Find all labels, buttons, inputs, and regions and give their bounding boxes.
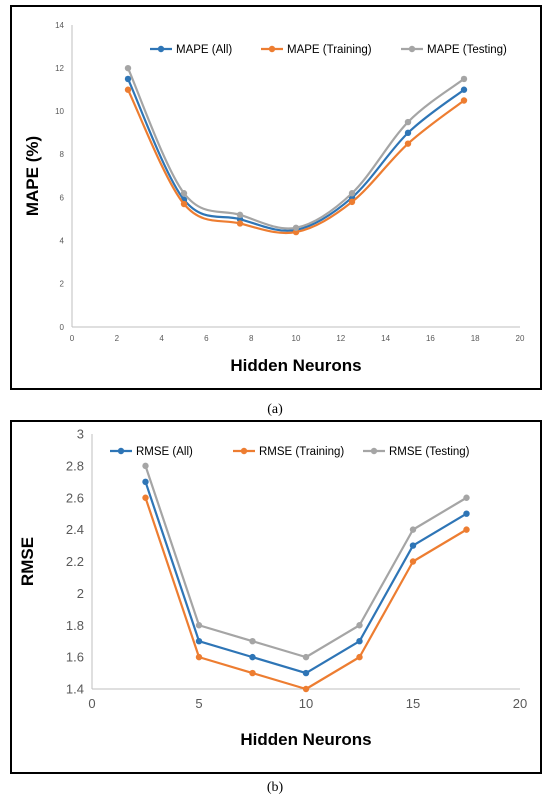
data-point [249,653,256,661]
x-tick-label: 5 [195,696,202,711]
x-tick-label: 2 [115,334,120,343]
data-point [142,478,149,486]
y-tick-label: 6 [60,193,65,202]
data-point [142,462,149,470]
data-point [124,86,132,93]
data-point [356,653,363,661]
data-point [460,75,468,83]
y-tick-label: 4 [60,237,65,246]
chart-b-frame [10,420,542,774]
legend-marker [157,45,165,53]
legend-marker [117,447,125,455]
data-point [409,526,417,533]
chart-a: 0 2 4 6 8 10 12 14 0 2 4 6 8 10 12 14 16 18 20 Hidden Neuro… [23,21,525,375]
y-tick-label: 14 [55,21,64,30]
data-point [180,190,188,197]
y-tick-label: 8 [60,150,65,159]
legend-label: MAPE (All) [176,44,232,56]
data-point [409,558,417,565]
y-tick-label: 10 [55,107,64,116]
x-tick-label: 4 [159,334,164,343]
data-point [236,220,244,227]
data-point [180,200,188,208]
data-point [195,637,203,645]
legend-label: RMSE (Testing) [389,446,470,458]
legend-marker [240,447,248,455]
y-tick-label: 1.6 [66,650,84,665]
panel-label-a: (a) [267,402,283,417]
chart-a-frame [10,5,542,390]
x-tick-label: 0 [70,334,75,343]
y-axis-title: RMSE [18,537,37,586]
data-point [404,129,412,137]
legend-marker [408,45,416,53]
y-tick-label: 2.2 [66,554,84,569]
chart-b: 1.4 1.6 1.8 2 2.2 2.4 2.6 2.8 3 0 5 10 15 20 Hidden Ne… [18,427,527,749]
data-point [124,75,132,83]
x-axis-title: Hidden Neurons [230,356,361,375]
data-point [302,685,310,693]
x-tick-label: 8 [249,334,254,343]
y-tick-label: 2.4 [66,522,84,537]
data-point [460,97,468,104]
x-tick-label: 14 [381,334,390,343]
data-point [124,64,132,72]
y-tick-label: 1.8 [66,618,84,633]
data-point [356,637,363,645]
y-axis-title: MAPE (%) [23,136,42,216]
y-tick-label: 1.4 [66,682,84,697]
data-point [302,669,310,677]
x-tick-label: 10 [292,334,301,343]
data-point [292,224,300,231]
panel-label-b: (b) [267,780,284,795]
y-tick-label: 0 [60,323,65,332]
data-point [463,494,470,501]
data-point [236,211,244,219]
legend-label: RMSE (All) [136,446,193,458]
x-tick-label: 15 [406,696,420,711]
data-point [142,494,149,501]
y-tick-label: 3 [77,427,84,442]
x-tick-label: 20 [516,334,525,343]
data-point [404,118,412,126]
x-tick-label: 0 [88,696,95,711]
x-tick-label: 12 [336,334,345,343]
data-point [460,86,468,93]
data-point [409,542,417,549]
y-tick-label: 12 [55,64,64,73]
data-point [302,653,310,661]
legend-label: RMSE (Training) [259,446,344,458]
legend-marker [268,45,276,53]
x-axis-title: Hidden Neurons [240,730,371,749]
data-point [348,190,356,197]
x-tick-label: 18 [471,334,480,343]
data-point [463,526,470,533]
legend-label: MAPE (Testing) [427,44,507,56]
y-tick-label: 2.8 [66,458,84,473]
x-tick-label: 10 [299,696,313,711]
legend-marker [370,447,378,455]
data-point [404,140,412,147]
data-point [356,622,363,629]
y-tick-label: 2 [77,586,84,601]
y-tick-label: 2 [60,280,65,289]
data-point [249,669,256,677]
data-point [348,198,356,206]
x-tick-label: 6 [204,334,209,343]
x-tick-label: 20 [513,696,527,711]
x-tick-label: 16 [426,334,435,343]
data-point [195,653,203,661]
data-point [249,637,256,645]
data-point [463,510,470,517]
data-point [195,622,203,629]
legend-label: MAPE (Training) [287,44,372,56]
y-tick-label: 2.6 [66,490,84,505]
